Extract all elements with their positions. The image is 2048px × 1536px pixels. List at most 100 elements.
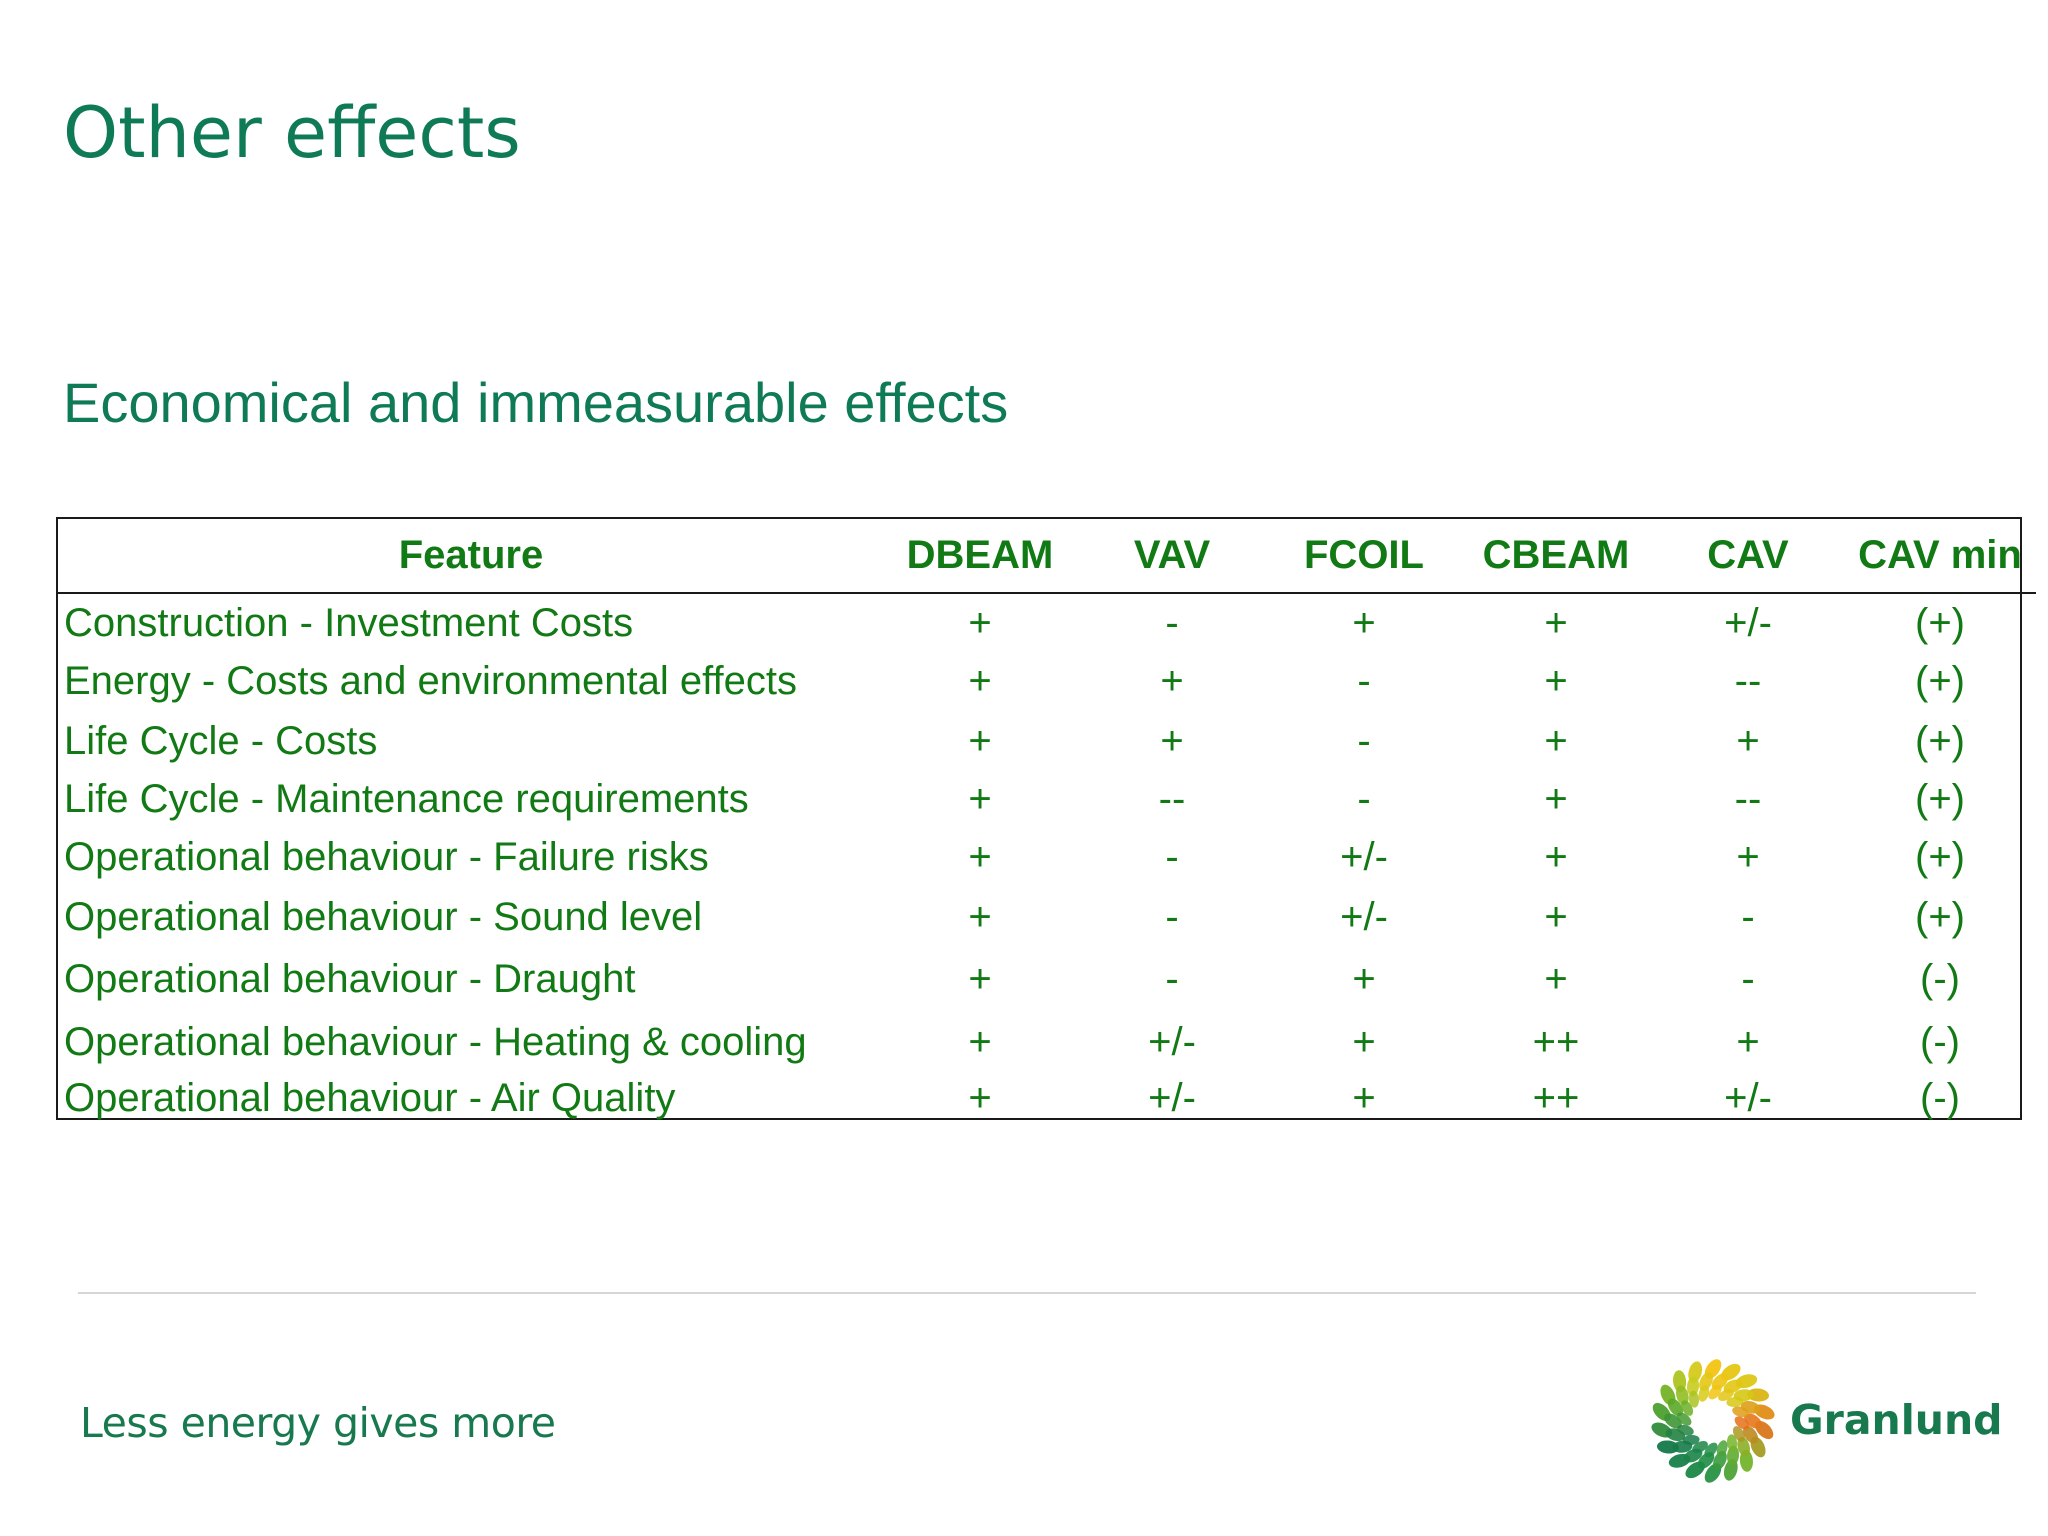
table-row: Life Cycle - Costs + + - + + (+) [58,711,2036,771]
table-cell: - [1165,835,1179,879]
header-dbeam: DBEAM [884,519,1076,594]
table-cell: + [1544,777,1568,821]
table-cell: ++ [1532,1020,1580,1064]
logo-petal [1676,1385,1689,1406]
page-subtitle: Economical and immeasurable effects [63,371,1009,434]
table-cell-feature: Operational behaviour - Sound level [64,895,703,939]
logo-petal [1726,1434,1738,1452]
header-cbeam: CBEAM [1460,519,1652,594]
table-cell: - [1357,659,1371,703]
logo-petal [1734,1416,1750,1430]
table-cell: - [1165,956,1179,1001]
table-cell: +/- [1724,600,1772,645]
header-feature: Feature [58,519,884,594]
table-cell: + [968,777,992,821]
table-cell-feature: Operational behaviour - Heating & coolin… [64,1020,807,1064]
table-cell-feature: Life Cycle - Maintenance requirements [64,777,749,821]
table-cell-feature: Construction - Investment Costs [64,600,634,645]
logo-petal [1681,1400,1694,1416]
table-cell: + [1352,956,1376,1001]
table-cell: + [1544,895,1568,939]
table-cell: + [1544,659,1568,703]
table-cell: + [968,1020,992,1064]
logo-wordmark: Granlund [1790,1396,2003,1444]
logo-petal [1677,1424,1694,1436]
logo-petal [1716,1440,1728,1457]
table-cell: (+) [1915,659,1965,703]
table-cell: (-) [1920,1075,1960,1120]
table-cell: +/- [1724,1075,1772,1120]
logo-petal [1656,1440,1679,1454]
header-cav: CAV [1652,519,1844,594]
table-row: Operational behaviour - Heating & coolin… [58,1010,2036,1075]
logo-petal [1732,1426,1745,1442]
table-row: Operational behaviour - Air Quality + +/… [58,1075,2036,1121]
table-cell: + [1544,835,1568,879]
logo-petal [1676,1412,1692,1426]
table-cell: + [1544,600,1568,645]
table-cell: (+) [1915,835,1965,879]
logo-petal [1726,1396,1744,1408]
table-cell: +/- [1148,1020,1196,1064]
table-cell-feature: Life Cycle - Costs [64,718,378,763]
table-cell: (+) [1915,600,1965,645]
table-cell: +/- [1340,835,1388,879]
effects-table: Feature DBEAM VAV FCOIL CBEAM CAV CAV mi… [58,519,2036,1121]
table-cell: + [1736,835,1760,879]
header-fcoil: FCOIL [1268,519,1460,594]
table-cell: + [1352,1020,1376,1064]
table-cell: -- [1734,659,1762,703]
header-vav: VAV [1076,519,1268,594]
table-cell: - [1165,895,1179,939]
table-cell: + [1352,1075,1376,1120]
logo-petal [1708,1384,1722,1400]
table-cell: (+) [1915,777,1965,821]
table-row: Life Cycle - Maintenance requirements + … [58,771,2036,828]
table-cell-feature: Operational behaviour - Failure risks [64,835,709,879]
table-row: Energy - Costs and environmental effects… [58,652,2036,711]
table-cell: (+) [1915,718,1965,763]
logo-petal [1747,1388,1770,1402]
table-cell: + [968,895,992,939]
logo-petal [1732,1406,1749,1418]
table-cell: (-) [1920,1020,1960,1064]
logo-petal [1686,1376,1700,1397]
table-cell-feature: Energy - Costs and environmental effects [64,659,797,703]
table-cell: +/- [1340,895,1388,939]
table-cell: - [1741,895,1755,939]
table-cell: ++ [1532,1075,1580,1120]
logo-petal [1692,1440,1708,1453]
table-row: Construction - Investment Costs + - + + … [58,593,2036,652]
logo-petal [1737,1436,1750,1457]
table-row: Operational behaviour - Draught + - + + … [58,948,2036,1010]
table-cell: + [1160,659,1184,703]
table-cell: -- [1734,777,1762,821]
table-row: Operational behaviour - Sound level + - … [58,887,2036,948]
logo-petal [1704,1442,1718,1458]
table-cell: (+) [1915,895,1965,939]
table-cell: + [968,956,992,1001]
page-title: Other effects [63,92,521,174]
table-cell: + [1736,718,1760,763]
effects-table-container: Feature DBEAM VAV FCOIL CBEAM CAV CAV mi… [56,517,2036,1120]
footer-tagline: Less energy gives more [80,1399,556,1447]
table-cell: + [968,718,992,763]
table-cell: - [1357,718,1371,763]
logo-petal [1667,1398,1683,1417]
footer-divider [78,1292,1976,1294]
table-cell-feature: Operational behaviour - Air Quality [64,1075,676,1120]
table-cell: - [1165,600,1179,645]
granlund-logo-icon [1651,1359,1775,1483]
table-cell: + [968,835,992,879]
table-cell: + [968,1075,992,1120]
logo-petal [1688,1390,1700,1408]
logo-petal [1743,1425,1759,1444]
table-cell: + [1736,1020,1760,1064]
table-cell-feature: Operational behaviour - Draught [64,956,636,1001]
table-cell: +/- [1148,1075,1196,1120]
logo-petal [1698,1385,1710,1402]
table-cell: + [1352,600,1376,645]
logo-petal [1726,1445,1740,1466]
table-row: Operational behaviour - Failure risks + … [58,828,2036,887]
table-header-row: Feature DBEAM VAV FCOIL CBEAM CAV CAV mi… [58,519,2036,594]
